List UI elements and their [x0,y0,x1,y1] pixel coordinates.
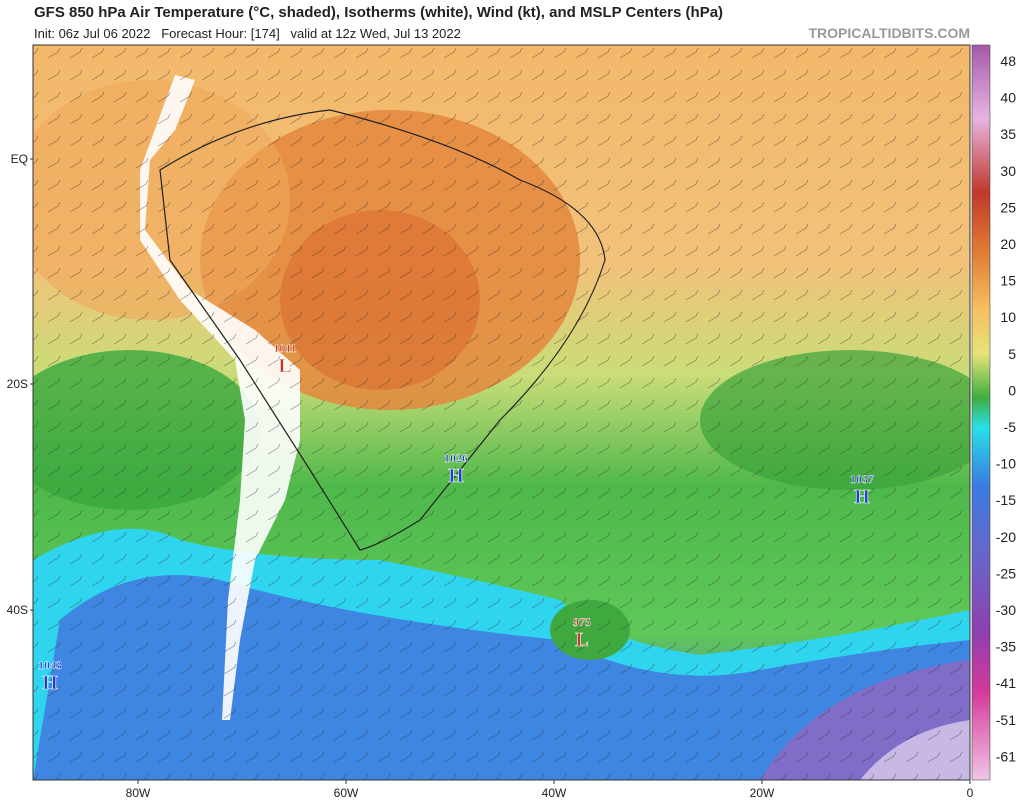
colorbar-label: 25 [1000,199,1016,215]
pressure-center-letter: H [854,486,870,508]
colorbar-label: 15 [1000,273,1016,289]
colorbar-label: 40 [1000,90,1016,106]
pressure-center-letter: L [575,629,588,651]
title: GFS 850 hPa Air Temperature (°C, shaded)… [34,4,723,21]
map-field [33,45,970,780]
pressure-center-letter: H [448,465,464,487]
colorbar-label: 35 [1000,126,1016,142]
pressure-center-letter: H [42,672,58,694]
colorbar-label: 48 [1000,53,1016,69]
colorbar-label: -61 [996,748,1016,764]
pressure-value: 975 [573,615,591,629]
pressure-value: 1026 [444,451,468,465]
lon-label: 80W [126,786,151,800]
subtitle: Init: 06z Jul 06 2022 Forecast Hour: [17… [34,26,461,41]
colorbar-label: 30 [1000,163,1016,179]
lon-label: 0 [967,786,974,800]
colorbar-label: -25 [996,565,1016,581]
colorbar-label: -30 [996,602,1016,618]
lat-label: 40S [7,603,28,617]
lat-label: EQ [11,152,28,166]
colorbar-label: -35 [996,639,1016,655]
colorbar-label: 5 [1008,346,1016,362]
colorbar-label: -10 [996,456,1016,472]
colorbar [971,44,991,781]
pressure-value: 1011 [273,341,296,355]
colorbar-label: -51 [996,712,1016,728]
colorbar-label: 20 [1000,236,1016,252]
pressure-center-letter: L [278,355,291,377]
lon-label: 20W [750,786,775,800]
lat-label: 20S [7,377,28,391]
colorbar-label: 10 [1000,309,1016,325]
colorbar-label: -20 [996,529,1016,545]
colorbar-label: -5 [1004,419,1017,435]
colorbar-label: -41 [996,675,1016,691]
pressure-value: 1043 [38,658,62,672]
lon-label: 40W [542,786,567,800]
colorbar-label: 0 [1008,382,1016,398]
lon-label: 60W [334,786,359,800]
map-frame [32,44,971,781]
watermark: TROPICALTIDBITS.COM [808,25,970,41]
pressure-value: 1037 [850,472,874,486]
colorbar-label: -15 [996,492,1016,508]
